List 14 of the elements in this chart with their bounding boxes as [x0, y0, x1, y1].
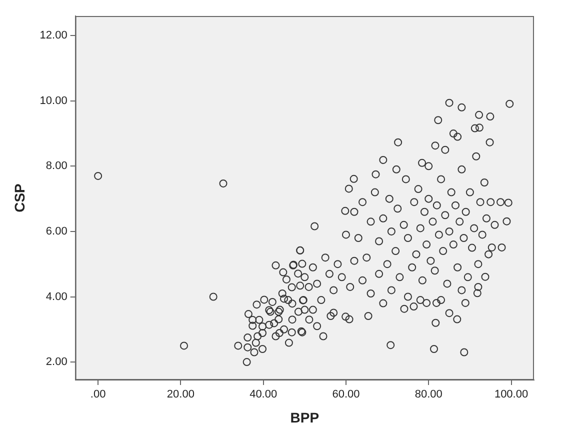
- y-axis-title: CSP: [11, 184, 28, 212]
- y-tick-label: 10.00: [40, 94, 68, 107]
- y-tick-label: 6.00: [46, 225, 68, 238]
- x-tick-label: 80.00: [414, 388, 442, 401]
- y-tick-label: 8.00: [46, 160, 68, 172]
- x-tick-label: .00: [90, 388, 106, 401]
- x-tick-label: 40.00: [250, 388, 278, 401]
- x-axis-title: BPP: [290, 409, 320, 426]
- y-tick-label: 2.00: [46, 356, 68, 368]
- x-tick-label: 60.00: [332, 388, 360, 401]
- x-tick-label: 20.00: [166, 388, 194, 401]
- y-tick-label: 4.00: [46, 290, 68, 303]
- x-tick-label: 100.00: [494, 388, 528, 401]
- y-tick-label: 12.00: [40, 30, 68, 42]
